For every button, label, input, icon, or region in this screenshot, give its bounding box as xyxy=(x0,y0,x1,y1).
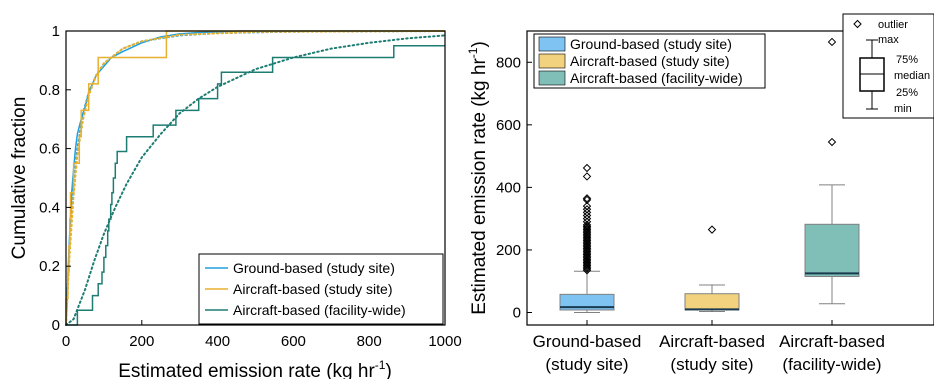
cdf-y-tick-label: 0.4 xyxy=(39,199,60,216)
box-legend-label-aircraft-facility: Aircraft-based (facility-wide) xyxy=(570,70,743,86)
box-outlier-marker xyxy=(582,223,592,233)
box-iqr xyxy=(559,293,615,311)
boxplot-key-frame xyxy=(842,13,934,119)
box-legend-swatch-aircraft-facility xyxy=(538,70,566,86)
box-legend-swatch-aircraft-site xyxy=(538,53,566,69)
box-outlier-marker xyxy=(582,220,592,230)
box-outlier-marker xyxy=(582,195,592,205)
box-outlier-marker xyxy=(582,208,592,217)
box-outlier-marker xyxy=(582,211,592,220)
cdf-legend-label-ground: Ground-based (study site) xyxy=(233,260,395,276)
cdf-x-tick-label: 400 xyxy=(205,333,230,350)
boxplot-key-q1-label: 25% xyxy=(896,87,918,99)
cdf-chart: 0 200 400 600 800 1000 0 0.2 0.4 0.6 0.8 1 Estimat… xyxy=(9,23,462,379)
cdf-x-axis-label: Estimated emission rate (kg hr-1) xyxy=(118,358,392,379)
box-category-label-line2: (study site) xyxy=(670,355,753,374)
cdf-legend-label-aircraft-facility: Aircraft-based (facility-wide) xyxy=(233,302,406,318)
cdf-y-tick-label: 0.2 xyxy=(39,258,60,275)
cdf-y-ticks: 0 0.2 0.4 0.6 0.8 1 xyxy=(39,23,71,334)
box-group xyxy=(804,37,860,305)
box-outlier-marker xyxy=(827,37,837,47)
boxplot-key-q3-label: 75% xyxy=(896,54,918,66)
box-outlier-marker xyxy=(582,172,592,181)
box-category-label-line1: Aircraft-based xyxy=(659,332,765,351)
box-legend-label-aircraft-site: Aircraft-based (study site) xyxy=(570,53,730,69)
cdf-series-line xyxy=(65,34,446,326)
box-outlier-marker xyxy=(707,225,717,234)
box-chart: 0 200 400 600 800 Ground-based (study site) Ai… xyxy=(466,13,934,374)
box-iqr xyxy=(804,223,860,278)
cdf-x-tick-label: 200 xyxy=(129,333,154,350)
box-y-tick-label: 400 xyxy=(496,179,521,196)
box-category-label-line2: (facility-wide) xyxy=(782,355,881,374)
box-series-layer xyxy=(559,37,860,313)
box-y-ticks: 0 200 400 600 800 xyxy=(496,54,532,321)
box-legend-swatch-ground xyxy=(538,36,566,52)
cdf-x-tick-label: 600 xyxy=(281,333,306,350)
boxplot-key-outlier-marker xyxy=(853,19,862,29)
box-iqr xyxy=(684,293,740,311)
cdf-legend-label-aircraft-site: Aircraft-based (study site) xyxy=(233,281,393,297)
box-outlier-marker xyxy=(582,217,592,226)
box-y-axis-label-sup: -1 xyxy=(466,47,480,58)
cdf-plot-frame xyxy=(65,30,446,326)
cdf-y-tick-label: 0.6 xyxy=(39,141,60,158)
box-group xyxy=(559,163,615,313)
cdf-legend: Ground-based (study site) Aircraft-based… xyxy=(198,253,444,325)
box-category-label-line1: Ground-based xyxy=(533,332,642,351)
cdf-x-tick-label: 800 xyxy=(357,333,382,350)
boxplot-key-outlier-label: outlier xyxy=(878,19,908,31)
box-group xyxy=(684,225,740,313)
box-outlier-marker xyxy=(582,205,592,214)
cdf-y-tick-label: 1 xyxy=(52,23,60,40)
cdf-x-ticks: 0 200 400 600 800 1000 xyxy=(62,320,462,350)
box-y-tick-label: 800 xyxy=(496,54,521,71)
cdf-series-line xyxy=(65,30,445,325)
box-category-label-line1: Aircraft-based xyxy=(779,332,885,351)
cdf-y-tick-label: 0.8 xyxy=(39,82,60,99)
box-y-axis-label: Estimated emission rate (kg hr-1) xyxy=(466,41,490,315)
cdf-series-line xyxy=(65,30,446,326)
box-y-tick-label: 0 xyxy=(513,304,521,321)
box-category-labels: Ground-based (study site) Aircraft-based (s… xyxy=(533,320,885,374)
cdf-legend-box xyxy=(198,253,444,325)
box-y-tick-label: 600 xyxy=(496,117,521,134)
cdf-series-layer xyxy=(65,30,446,326)
cdf-y-tick-label: 0 xyxy=(52,317,60,334)
boxplot-key: outlier max 75% median 25% min xyxy=(842,13,934,119)
box-legend: Ground-based (study site) Aircraft-based… xyxy=(533,33,766,89)
box-outlier-marker xyxy=(582,214,592,223)
boxplot-key-max-label: max xyxy=(878,34,899,46)
box-plot-frame xyxy=(526,30,934,326)
cdf-x-axis-label-sup: -1 xyxy=(375,358,386,372)
boxplot-key-median-label: median xyxy=(894,70,930,82)
cdf-x-tick-label: 0 xyxy=(62,333,70,350)
box-legend-box xyxy=(533,33,766,89)
box-outlier-marker xyxy=(827,137,837,147)
box-outlier-marker xyxy=(582,194,592,203)
cdf-y-axis-label: Cumulative fraction xyxy=(9,97,30,260)
box-y-tick-label: 200 xyxy=(496,242,521,259)
box-outlier-marker xyxy=(582,201,592,211)
boxplot-key-min-label: min xyxy=(894,103,912,115)
box-legend-label-ground: Ground-based (study site) xyxy=(570,36,732,52)
cdf-x-tick-label: 1000 xyxy=(428,333,461,350)
box-outlier-marker xyxy=(582,163,592,173)
box-category-label-line2: (study site) xyxy=(545,355,628,374)
